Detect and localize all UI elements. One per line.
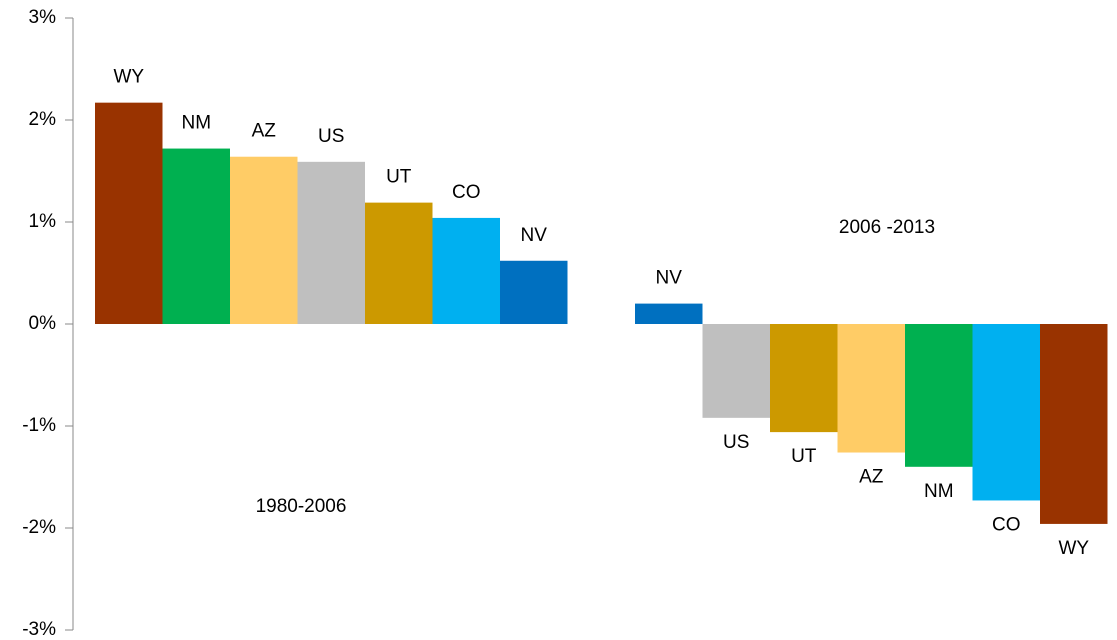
y-tick-label: 1%	[29, 211, 57, 232]
bar-label: UT	[386, 167, 412, 188]
bar-label: NM	[181, 113, 211, 134]
annotation: 1980-2006	[256, 496, 347, 517]
bar-label: NV	[656, 268, 683, 289]
y-tick-label: 0%	[29, 313, 57, 334]
bar-label: AZ	[252, 121, 277, 142]
bar	[95, 102, 163, 324]
bar-label: WY	[1058, 538, 1089, 559]
bar	[1040, 324, 1108, 524]
bar	[905, 324, 973, 467]
bar	[500, 260, 568, 324]
bar	[837, 324, 905, 453]
bar-label: US	[723, 432, 749, 453]
bar	[297, 161, 365, 324]
bar	[770, 324, 838, 433]
bar	[635, 303, 703, 324]
bar	[365, 202, 433, 324]
annotation: 2006 -2013	[839, 217, 935, 238]
bar-label: UT	[791, 446, 817, 467]
bar-label: NM	[924, 481, 954, 502]
bar-label: US	[318, 126, 344, 147]
bar-label: WY	[113, 67, 144, 88]
bar	[162, 148, 230, 324]
y-tick-label: -2%	[22, 517, 56, 538]
y-tick-label: -1%	[22, 415, 56, 436]
bar-label: AZ	[859, 467, 884, 488]
bar-label: CO	[992, 514, 1021, 535]
y-tick-label: 2%	[29, 109, 57, 130]
bar	[432, 217, 500, 324]
bar	[702, 324, 770, 418]
bar-label: NV	[521, 225, 548, 246]
bar-label: CO	[452, 182, 481, 203]
bar	[230, 156, 298, 324]
y-tick-label: -3%	[22, 619, 56, 640]
y-tick-label: 3%	[29, 7, 57, 28]
bar	[972, 324, 1040, 501]
